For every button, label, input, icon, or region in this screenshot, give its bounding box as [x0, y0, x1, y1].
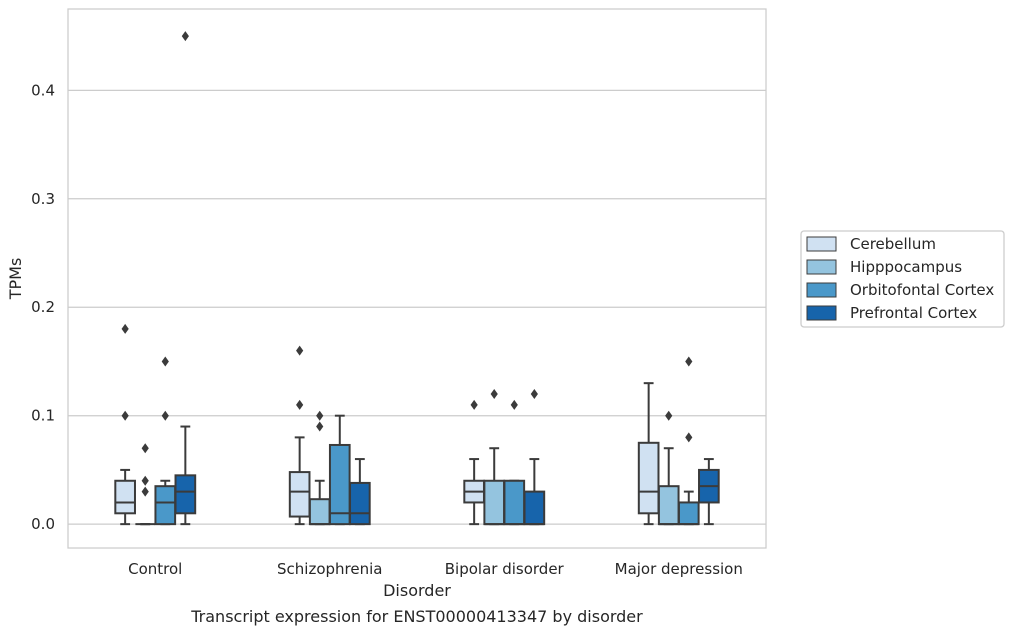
outlier-point — [685, 432, 693, 443]
y-tick-label: 0.0 — [31, 515, 55, 533]
legend-label: Prefrontal Cortex — [850, 304, 977, 322]
outlier-point — [161, 410, 169, 421]
legend-frame — [800, 230, 1005, 328]
box-cerebellum-control — [114, 323, 136, 526]
box-cerebellum-bipolar-disorder — [463, 399, 485, 526]
x-tick-labels: Control Schizophrenia Bipolar disorder Majo… — [128, 560, 743, 578]
grid-lines — [68, 89, 766, 525]
y-tick-label: 0.3 — [31, 190, 55, 208]
x-axis-title: Disorder — [383, 581, 451, 600]
outlier-point — [530, 389, 538, 399]
box-body — [657, 485, 680, 526]
box-orbitofontal-cortex-bipolar-disorder — [503, 399, 526, 526]
box-body — [523, 490, 546, 526]
box-orbitofontal-cortex-schizophrenia — [328, 414, 351, 526]
boxes-layer — [114, 31, 720, 526]
legend-swatch — [806, 282, 837, 298]
box-prefrontal-cortex-control — [174, 31, 197, 526]
legend: Cerebellum Hipppocampus Orbitofontal Corte… — [800, 230, 1005, 328]
box-prefrontal-cortex-bipolar-disorder — [523, 389, 546, 526]
outlier-point — [141, 443, 149, 454]
box-body — [483, 479, 506, 526]
x-tick-label: Schizophrenia — [277, 560, 382, 578]
outlier-point — [121, 410, 129, 421]
y-axis-title: TPMs — [6, 258, 25, 301]
box-body — [677, 501, 700, 526]
outlier-point — [490, 389, 498, 399]
box-body — [349, 481, 371, 526]
box-cerebellum-schizophrenia — [288, 345, 311, 526]
y-tick-label: 0.2 — [31, 298, 55, 316]
box-hipppocampus-schizophrenia — [308, 410, 331, 526]
box-orbitofontal-cortex-major-depression — [677, 356, 700, 526]
outlier-point — [141, 486, 149, 497]
outlier-point — [161, 356, 169, 367]
outlier-point — [141, 475, 149, 486]
outlier-point — [296, 345, 304, 356]
y-tick-label: 0.1 — [31, 407, 55, 425]
x-tick-label: Bipolar disorder — [445, 560, 565, 578]
box-cerebellum-major-depression — [637, 382, 660, 526]
legend-label: Hipppocampus — [850, 258, 962, 276]
x-tick-label: Control — [128, 560, 182, 578]
box-prefrontal-cortex-major-depression — [698, 458, 720, 526]
outlier-point — [510, 399, 518, 410]
outlier-point — [296, 399, 304, 410]
outlier-point — [316, 421, 324, 432]
box-body — [154, 485, 177, 526]
legend-label: Orbitofontal Cortex — [850, 281, 994, 299]
outlier-point — [316, 410, 324, 421]
y-tick-labels: 0.0 0.1 0.2 0.3 0.4 — [31, 81, 55, 533]
box-body — [288, 471, 311, 518]
box-hipppocampus-control — [135, 443, 156, 526]
box-orbitofontal-cortex-control — [154, 356, 177, 526]
outlier-point — [470, 399, 478, 410]
legend-swatch — [806, 259, 837, 275]
box-body — [503, 479, 526, 526]
legend-swatch — [806, 236, 837, 252]
plot-frame — [67, 8, 767, 549]
box-hipppocampus-bipolar-disorder — [483, 389, 506, 526]
box-body — [637, 441, 660, 515]
y-tick-label: 0.4 — [31, 81, 55, 99]
chart-title: Transcript expression for ENST0000041334… — [190, 607, 643, 626]
legend-swatch — [806, 305, 837, 321]
outlier-point — [121, 323, 129, 334]
outlier-point — [685, 356, 693, 367]
box-body — [114, 479, 136, 515]
x-tick-label: Major depression — [615, 560, 743, 578]
box-body — [308, 498, 331, 526]
box-hipppocampus-major-depression — [657, 410, 680, 526]
box-prefrontal-cortex-schizophrenia — [349, 458, 371, 526]
box-body — [174, 474, 197, 515]
outlier-point — [665, 410, 673, 421]
legend-label: Cerebellum — [850, 235, 936, 253]
outlier-point — [181, 31, 189, 42]
box-body — [328, 443, 351, 526]
